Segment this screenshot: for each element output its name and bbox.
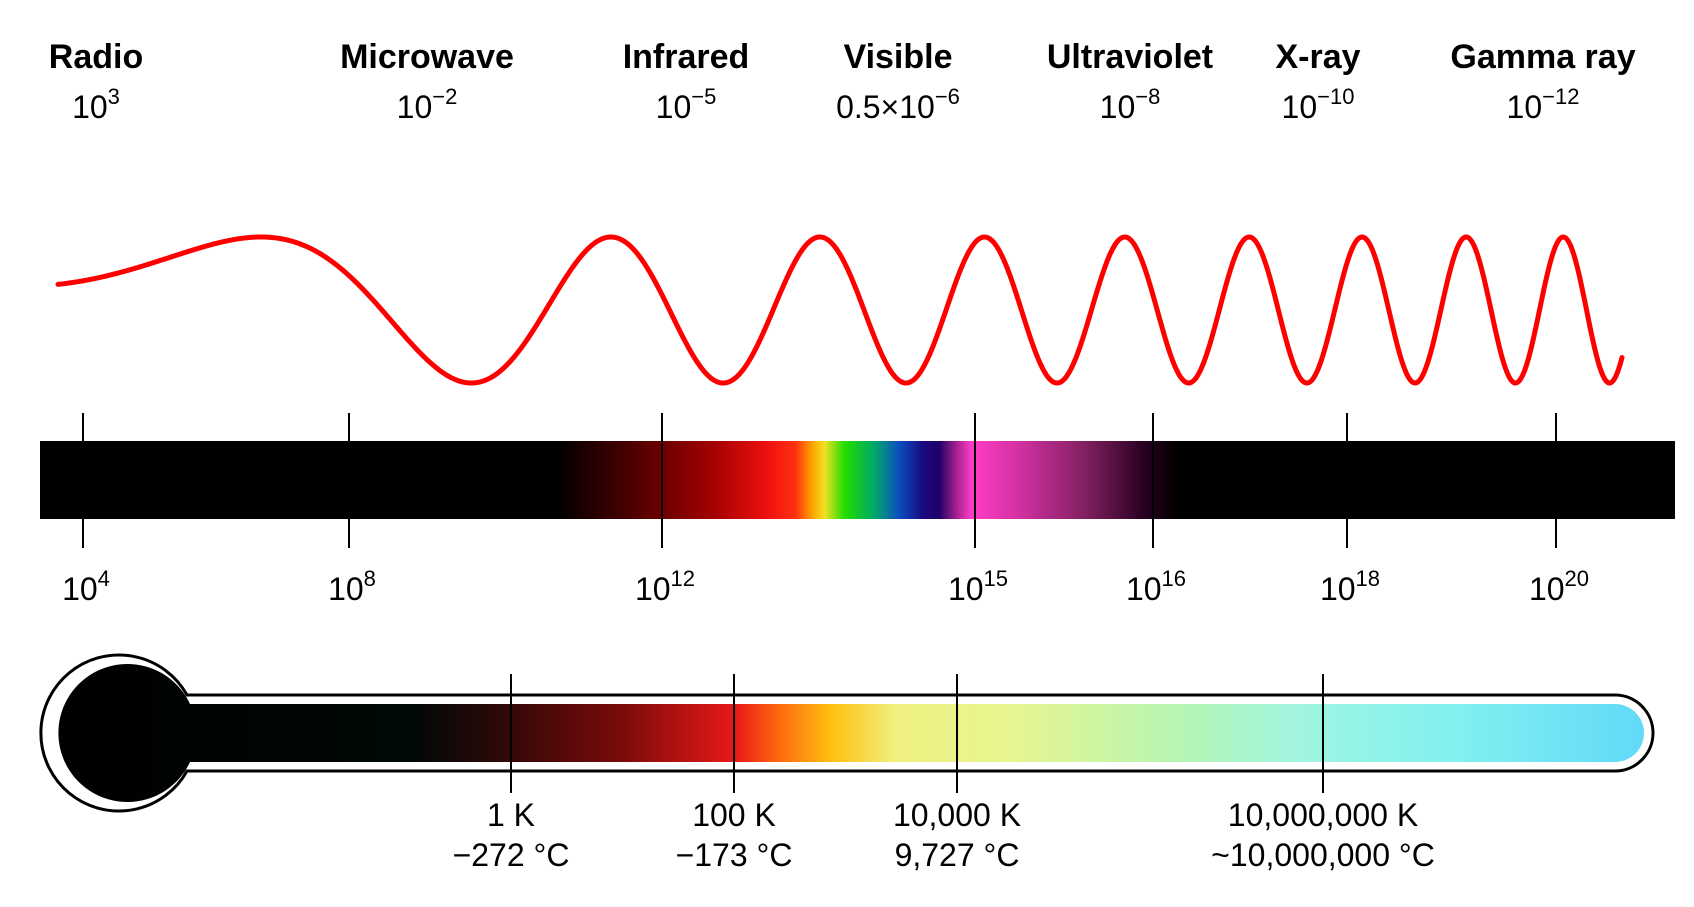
- wavelength-infrared-base: 10: [656, 89, 692, 125]
- wavelength-x-ray-exponent: −10: [1317, 84, 1354, 109]
- thermometer-fill: [58, 664, 1644, 802]
- frequency-label-16-base: 10: [1126, 571, 1162, 607]
- frequency-label-12: 1012: [635, 566, 695, 607]
- frequency-label-15-base: 10: [948, 571, 984, 607]
- frequency-label-4: 104: [62, 566, 110, 607]
- wavelength-ultraviolet-base: 10: [1100, 89, 1136, 125]
- band-name-radio: Radio: [49, 38, 143, 76]
- frequency-label-18-exponent: 18: [1356, 566, 1380, 591]
- frequency-label-15: 1015: [948, 566, 1008, 607]
- wavelength-microwave-exponent: −2: [432, 84, 457, 109]
- wavelength-radio-base: 10: [72, 89, 108, 125]
- band-name-visible: Visible: [844, 38, 953, 76]
- em-wave: [55, 234, 1625, 386]
- frequency-ticks: [82, 413, 1557, 548]
- wavelength-radio-exponent: 3: [108, 84, 120, 109]
- frequency-labels: 104 108 1012 1015 1016 1018 1020: [62, 566, 1589, 607]
- wavelength-visible: 0.5×10−6: [836, 84, 960, 125]
- temperature-kelvin: 10,000 K: [893, 797, 1021, 833]
- band-labels: Radio103Microwave10−2Infrared10−5Visible…: [49, 38, 1636, 125]
- frequency-label-16: 1016: [1126, 566, 1186, 607]
- wavelength-infrared-exponent: −5: [691, 84, 716, 109]
- band-name-microwave: Microwave: [340, 38, 514, 76]
- temperature-kelvin: 100 K: [692, 797, 776, 833]
- frequency-label-15-exponent: 15: [984, 566, 1008, 591]
- wavelength-x-ray: 10−10: [1282, 84, 1355, 125]
- wavelength-infrared: 10−5: [656, 84, 717, 125]
- wavelength-ultraviolet-exponent: −8: [1135, 84, 1160, 109]
- frequency-label-20-base: 10: [1529, 571, 1565, 607]
- frequency-label-18-base: 10: [1320, 571, 1356, 607]
- temperature-ticks: [510, 674, 1324, 793]
- frequency-label-12-base: 10: [635, 571, 671, 607]
- frequency-label-4-base: 10: [62, 571, 98, 607]
- band-name-infrared: Infrared: [623, 38, 750, 76]
- thermometer: [39, 653, 1655, 813]
- temperature-celsius: ~10,000,000 °C: [1211, 837, 1435, 873]
- frequency-label-8: 108: [328, 566, 376, 607]
- wavelength-x-ray-base: 10: [1282, 89, 1318, 125]
- temperature-celsius: −272 °C: [453, 837, 570, 873]
- frequency-label-20: 1020: [1529, 566, 1589, 607]
- wavelength-microwave-base: 10: [397, 89, 433, 125]
- band-name-gamma-ray: Gamma ray: [1450, 38, 1635, 76]
- wavelength-ultraviolet: 10−8: [1100, 84, 1161, 125]
- frequency-label-18: 1018: [1320, 566, 1380, 607]
- frequency-label-8-base: 10: [328, 571, 364, 607]
- spectrum-bar: [40, 441, 1675, 519]
- temperature-celsius: −173 °C: [676, 837, 793, 873]
- wavelength-gamma-ray-base: 10: [1507, 89, 1543, 125]
- frequency-label-20-exponent: 20: [1565, 566, 1589, 591]
- wavelength-microwave: 10−2: [397, 84, 458, 125]
- band-name-ultraviolet: Ultraviolet: [1047, 38, 1213, 76]
- temperature-kelvin: 1 K: [487, 797, 535, 833]
- frequency-label-16-exponent: 16: [1162, 566, 1186, 591]
- wavelength-visible-exponent: −6: [935, 84, 960, 109]
- temperature-celsius: 9,727 °C: [895, 837, 1020, 873]
- frequency-label-12-exponent: 12: [671, 566, 695, 591]
- temperature-labels: 1 K −272 °C 100 K −173 °C 10,000 K 9,727 °C 10…: [453, 797, 1435, 873]
- temperature-kelvin: 10,000,000 K: [1228, 797, 1418, 833]
- wavelength-radio: 103: [72, 84, 120, 125]
- wavelength-gamma-ray-exponent: −12: [1542, 84, 1579, 109]
- wavelength-gamma-ray: 10−12: [1507, 84, 1580, 125]
- wavelength-visible-base: 0.5×10: [836, 89, 935, 125]
- frequency-label-8-exponent: 8: [364, 566, 376, 591]
- band-name-x-ray: X-ray: [1275, 38, 1360, 76]
- frequency-label-4-exponent: 4: [98, 566, 110, 591]
